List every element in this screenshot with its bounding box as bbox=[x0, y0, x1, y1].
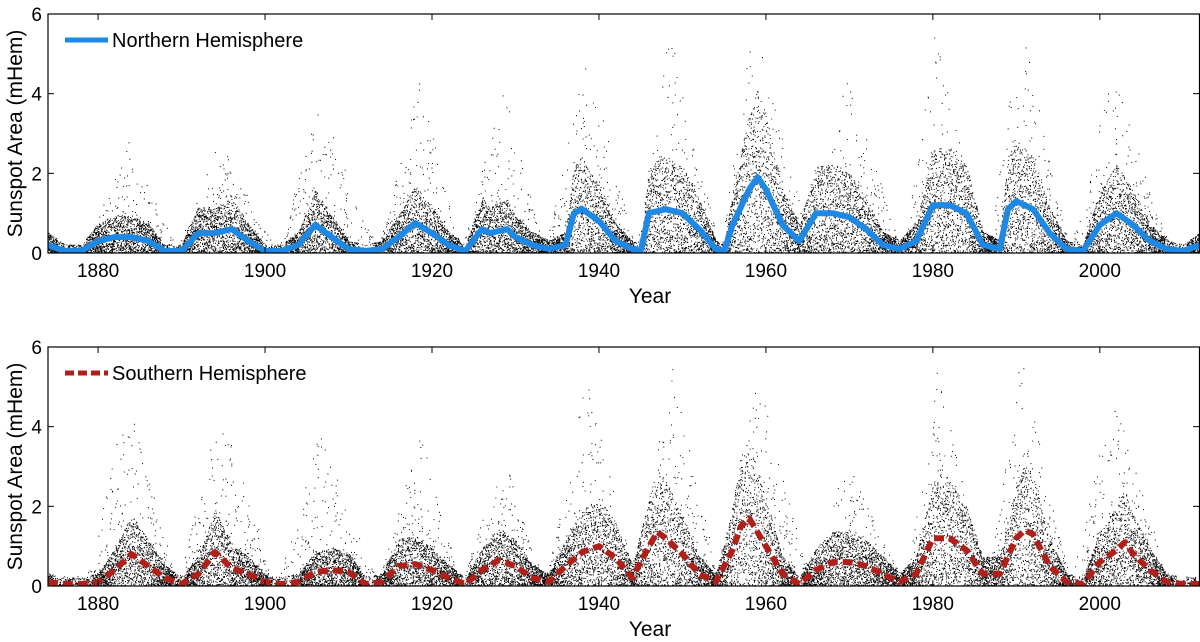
x-tick-label: 1920 bbox=[411, 261, 453, 282]
y-tick-label: 2 bbox=[31, 497, 42, 518]
x-tick-label: 1880 bbox=[77, 594, 119, 615]
y-tick-label: 4 bbox=[31, 85, 42, 106]
x-tick-label: 2000 bbox=[1079, 594, 1121, 615]
y-tick-label: 2 bbox=[31, 164, 42, 185]
y-axis-label: Sunspot Area (mHem) bbox=[4, 30, 27, 238]
chart-panel-1: 1880 1900 1920 1940 1960 1980 2000 0 2 4 6 Year Suns… bbox=[4, 5, 1200, 308]
x-tick-label: 1900 bbox=[244, 261, 286, 282]
x-tick-label: 1960 bbox=[745, 261, 787, 282]
y-axis-label: Sunspot Area (mHem) bbox=[4, 363, 27, 571]
x-tick-label: 1960 bbox=[745, 594, 787, 615]
x-tick-label: 1940 bbox=[578, 594, 620, 615]
x-tick-label: 1980 bbox=[912, 261, 954, 282]
y-tick-label: 0 bbox=[31, 577, 42, 598]
x-axis-label: Year bbox=[629, 285, 671, 308]
x-axis-label: Year bbox=[629, 618, 671, 641]
legend-label: Northern Hemisphere bbox=[112, 30, 303, 52]
y-tick-label: 4 bbox=[31, 418, 42, 439]
x-tick-label: 1900 bbox=[244, 594, 286, 615]
smoothed-series-line bbox=[48, 174, 1200, 253]
x-tick-label: 1980 bbox=[912, 594, 954, 615]
x-tick-label: 1880 bbox=[77, 261, 119, 282]
legend-label: Southern Hemisphere bbox=[112, 363, 307, 385]
y-tick-label: 6 bbox=[31, 5, 42, 26]
smoothed-series-line bbox=[48, 515, 1200, 586]
y-tick-label: 6 bbox=[31, 338, 42, 359]
x-tick-label: 1940 bbox=[578, 261, 620, 282]
x-tick-label: 1920 bbox=[411, 594, 453, 615]
x-tick-label: 2000 bbox=[1079, 261, 1121, 282]
y-tick-label: 0 bbox=[31, 244, 42, 265]
chart-panel-2: 1880 1900 1920 1940 1960 1980 2000 0 2 4 6 Year Suns… bbox=[4, 338, 1200, 641]
